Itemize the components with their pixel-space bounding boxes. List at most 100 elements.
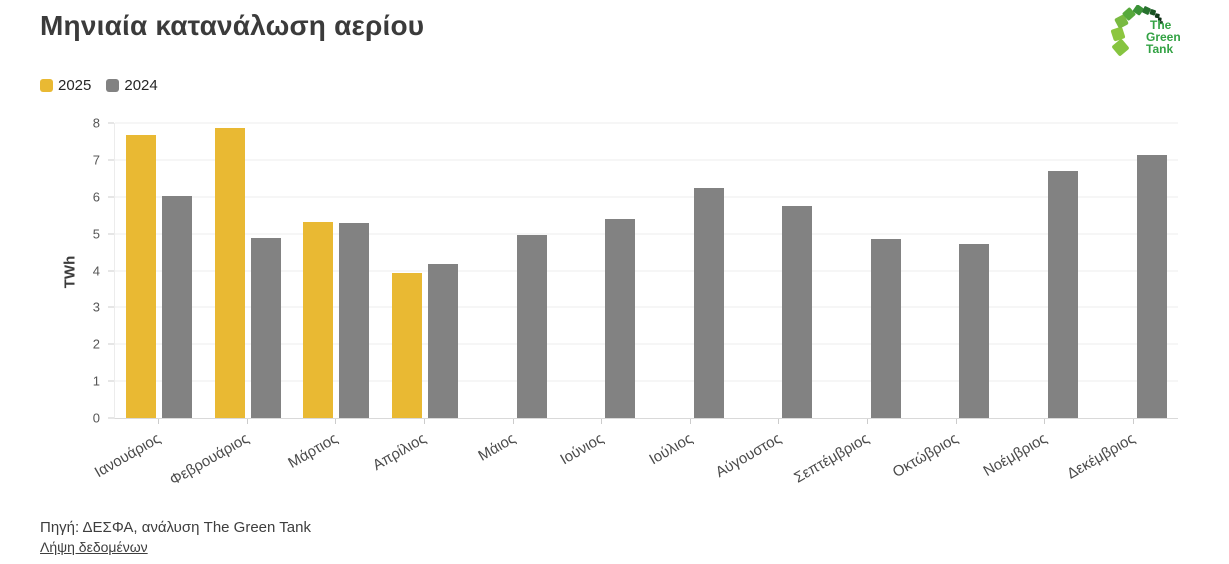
bar-group (292, 123, 381, 418)
x-axis-label: Δεκέμβριος (1064, 430, 1139, 483)
x-tick-mark (866, 419, 868, 424)
bar-2024[interactable] (1048, 171, 1079, 418)
y-tick-mark (108, 233, 114, 235)
x-tick-mark (246, 419, 248, 424)
bar-2024[interactable] (693, 187, 724, 418)
x-axis-label: Απρίλιος (370, 430, 430, 475)
bars-layer (115, 123, 1178, 418)
legend-item-2024: 2024 (106, 77, 158, 94)
x-tick-mark (424, 419, 426, 424)
y-tick-mark (108, 122, 114, 124)
x-tick-mark (335, 419, 337, 424)
logo-text-line2: Green (1146, 30, 1181, 44)
x-axis-label: Νοέμβριος (980, 430, 1050, 481)
y-tick-mark (108, 306, 114, 308)
bar-group (912, 123, 1001, 418)
y-tick-label: 1 (92, 373, 100, 389)
bar-group (115, 123, 204, 418)
x-tick-mark (512, 419, 514, 424)
bar-group (469, 123, 558, 418)
x-axis-label: Σεπτέμβριος (791, 430, 873, 487)
bar-group (381, 123, 470, 418)
footer: Πηγή: ΔΕΣΦΑ, ανάλυση The Green Tank Λήψη… (40, 519, 311, 556)
x-tick-mark (1132, 419, 1134, 424)
bar-2024[interactable] (782, 205, 813, 418)
gridline (115, 233, 1178, 235)
x-axis-label: Ιούνιος (557, 430, 607, 469)
y-tick-label: 7 (92, 152, 100, 168)
gridline (115, 380, 1178, 382)
bar-2024[interactable] (516, 234, 547, 418)
x-axis-ticks (114, 419, 1177, 425)
y-tick-label: 0 (92, 410, 100, 426)
bar-2024[interactable] (428, 263, 459, 418)
x-axis-label: Ιούλιος (645, 430, 696, 469)
bar-2025[interactable] (126, 134, 157, 418)
y-tick-label: 8 (92, 115, 100, 131)
gridline (115, 122, 1178, 124)
y-axis-labels: 0 1 2 3 4 5 6 7 8 (30, 117, 114, 425)
legend: 2025 2024 (40, 77, 158, 94)
x-tick-mark (955, 419, 957, 424)
bar-2024[interactable] (250, 238, 281, 418)
bar-2024[interactable] (1136, 155, 1167, 418)
x-axis-label: Μάιος (474, 430, 519, 465)
y-tick-label: 5 (92, 226, 100, 242)
green-tank-logo: The Green Tank (1110, 5, 1181, 56)
x-axis-label: Ιανουάριος (92, 430, 164, 482)
gridline (115, 270, 1178, 271)
y-tick-label: 3 (92, 299, 100, 315)
x-axis-label: Μάρτιος (285, 430, 341, 472)
source-note: Πηγή: ΔΕΣΦΑ, ανάλυση The Green Tank (40, 519, 311, 536)
y-tick-mark (108, 159, 114, 161)
x-axis-labels: Ιανουάριος Φεβρουάριος Μάρτιος Απρίλιος Μάιο… (92, 427, 1177, 507)
logo-swirl-icon (1110, 5, 1163, 56)
bar-2025[interactable] (214, 128, 245, 418)
bar-group (735, 123, 824, 418)
bar-2024[interactable] (870, 239, 901, 418)
x-tick-mark (158, 419, 160, 424)
gridline (115, 306, 1178, 308)
bar-2024[interactable] (339, 223, 370, 418)
bar-2024[interactable] (162, 195, 193, 418)
bar-2024[interactable] (959, 243, 990, 418)
legend-swatch-2024 (106, 79, 120, 92)
page-title: Μηνιαία κατανάλωση αερίου (40, 10, 425, 41)
y-tick-mark (108, 343, 114, 345)
x-tick-mark (1044, 419, 1046, 424)
y-tick-mark (108, 417, 114, 419)
bar-group (824, 123, 913, 418)
legend-label: 2025 (58, 77, 92, 94)
legend-swatch-2025 (40, 79, 53, 92)
bar-group (646, 123, 735, 418)
y-tick-label: 2 (92, 336, 100, 352)
y-tick-label: 4 (92, 263, 100, 278)
gridline (115, 196, 1178, 198)
y-tick-mark (108, 380, 114, 382)
x-axis-label: Αύγουστος (712, 430, 784, 482)
bar-2024[interactable] (605, 218, 636, 418)
bar-group (204, 123, 293, 418)
gridline (115, 343, 1178, 345)
y-tick-mark (108, 270, 114, 271)
x-tick-mark (778, 419, 780, 424)
logo-text-line3: Tank (1146, 42, 1173, 56)
y-tick-label: 6 (92, 189, 100, 205)
logo-text-line1: The (1150, 18, 1172, 32)
plot-area (114, 122, 1178, 419)
legend-item-2025: 2025 (40, 77, 91, 94)
gridline (115, 159, 1178, 161)
x-tick-mark (601, 419, 603, 424)
legend-label: 2024 (124, 77, 158, 94)
x-tick-mark (689, 419, 691, 424)
bar-group (1001, 123, 1090, 418)
x-axis-label: Οκτώβριος (889, 430, 962, 482)
x-axis-label: Φεβρουάριος (167, 430, 253, 489)
y-tick-mark (108, 196, 114, 198)
bar-2025[interactable] (392, 273, 423, 418)
bar-group (1089, 123, 1178, 418)
download-data-link[interactable]: Λήψη δεδομένων (40, 539, 148, 555)
bar-group (558, 123, 647, 418)
bar-2025[interactable] (303, 222, 334, 418)
